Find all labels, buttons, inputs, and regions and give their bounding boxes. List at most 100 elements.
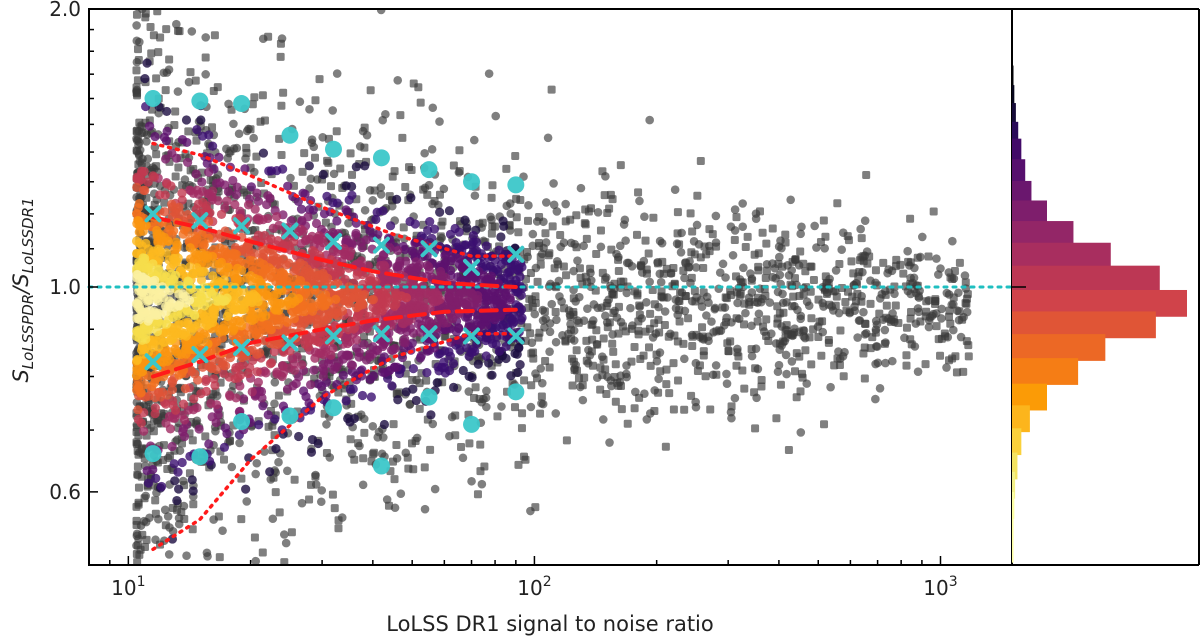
scatter-point (602, 318, 612, 327)
density-point (432, 378, 442, 388)
density-point (390, 362, 400, 372)
scatter-point (327, 182, 336, 191)
scatter-point (918, 232, 927, 242)
scatter-point (724, 347, 733, 356)
density-point (444, 295, 454, 305)
scatter-point (174, 519, 184, 529)
density-point (341, 396, 351, 406)
scatter-point (569, 307, 578, 316)
scatter-point (270, 399, 279, 409)
scatter-point (541, 229, 550, 238)
scatter-point (133, 0, 142, 8)
scatter-point (566, 319, 575, 329)
density-point (264, 166, 274, 176)
scatter-point (360, 123, 369, 132)
scatter-point (747, 288, 757, 297)
scatter-point (527, 349, 536, 358)
scatter-point (389, 420, 398, 429)
density-point (220, 423, 231, 433)
scatter-point (645, 277, 654, 287)
scatter-point (569, 357, 578, 366)
density-point (460, 215, 470, 225)
main-scatter-plot: 101 102 103 0.61.02.0 (49, 0, 1014, 600)
red-dashed-upper-curve (151, 215, 518, 289)
scatter-point (796, 229, 805, 239)
density-point (400, 334, 410, 344)
scatter-point (586, 282, 596, 292)
scatter-point (617, 405, 626, 414)
density-point (377, 367, 388, 377)
density-point (283, 296, 294, 306)
scatter-point (686, 278, 695, 288)
scatter-point (902, 351, 911, 360)
scatter-point (404, 464, 413, 473)
scatter-point (286, 173, 295, 183)
scatter-point (487, 215, 496, 225)
scatter-point (875, 294, 885, 303)
scatter-point (830, 287, 840, 296)
scatter-point (743, 232, 752, 241)
scatter-point (366, 86, 375, 95)
scatter-point (393, 76, 403, 85)
scatter-point (132, 520, 141, 529)
scatter-point (427, 145, 437, 154)
scatter-point (252, 458, 262, 468)
scatter-point (396, 111, 405, 120)
scatter-point (787, 357, 797, 366)
scatter-point (575, 264, 584, 273)
scatter-point (547, 299, 557, 309)
scatter-point (328, 106, 337, 115)
scatter-point (654, 374, 663, 384)
scatter-point (167, 569, 175, 577)
scatter-point (321, 218, 330, 227)
density-point (506, 371, 516, 381)
scatter-point (881, 338, 890, 347)
density-point (173, 467, 183, 477)
scatter-point (334, 388, 343, 397)
density-point (132, 354, 142, 365)
scatter-point (921, 360, 930, 369)
density-point (132, 326, 142, 336)
scatter-point (551, 409, 561, 418)
scatter-point (324, 158, 333, 167)
density-point (385, 221, 396, 231)
scatter-point (768, 272, 777, 282)
scatter-point (215, 553, 224, 562)
scatter-point (588, 316, 598, 325)
scatter-point (276, 52, 285, 61)
scatter-point (311, 96, 320, 105)
scatter-point (790, 324, 799, 333)
scatter-point (145, 0, 154, 1)
scatter-point (133, 89, 142, 98)
scatter-point (772, 414, 781, 423)
density-point (198, 131, 208, 141)
scatter-point (160, 505, 170, 515)
scatter-point (551, 307, 560, 316)
scatter-point (420, 504, 430, 514)
scatter-point (178, 439, 187, 448)
density-point (161, 136, 172, 146)
density-point (445, 229, 456, 239)
scatter-point (579, 316, 589, 325)
density-point (137, 241, 147, 251)
density-point (341, 181, 351, 191)
density-point (183, 157, 193, 167)
density-point (283, 181, 293, 191)
density-point (328, 198, 338, 208)
scatter-point (477, 479, 487, 489)
scatter-point (690, 250, 699, 259)
density-point (313, 438, 323, 449)
scatter-point (277, 34, 287, 43)
scatter-point (189, 500, 198, 509)
scatter-point (337, 513, 347, 522)
density-point (345, 384, 355, 395)
scatter-point (797, 222, 806, 232)
scatter-point (843, 232, 852, 241)
scatter-point (701, 372, 710, 381)
scatter-point (137, 159, 146, 168)
scatter-point (902, 361, 911, 370)
scatter-point (305, 105, 314, 114)
scatter-point (913, 367, 923, 376)
density-point (153, 238, 163, 248)
density-point (484, 358, 494, 368)
